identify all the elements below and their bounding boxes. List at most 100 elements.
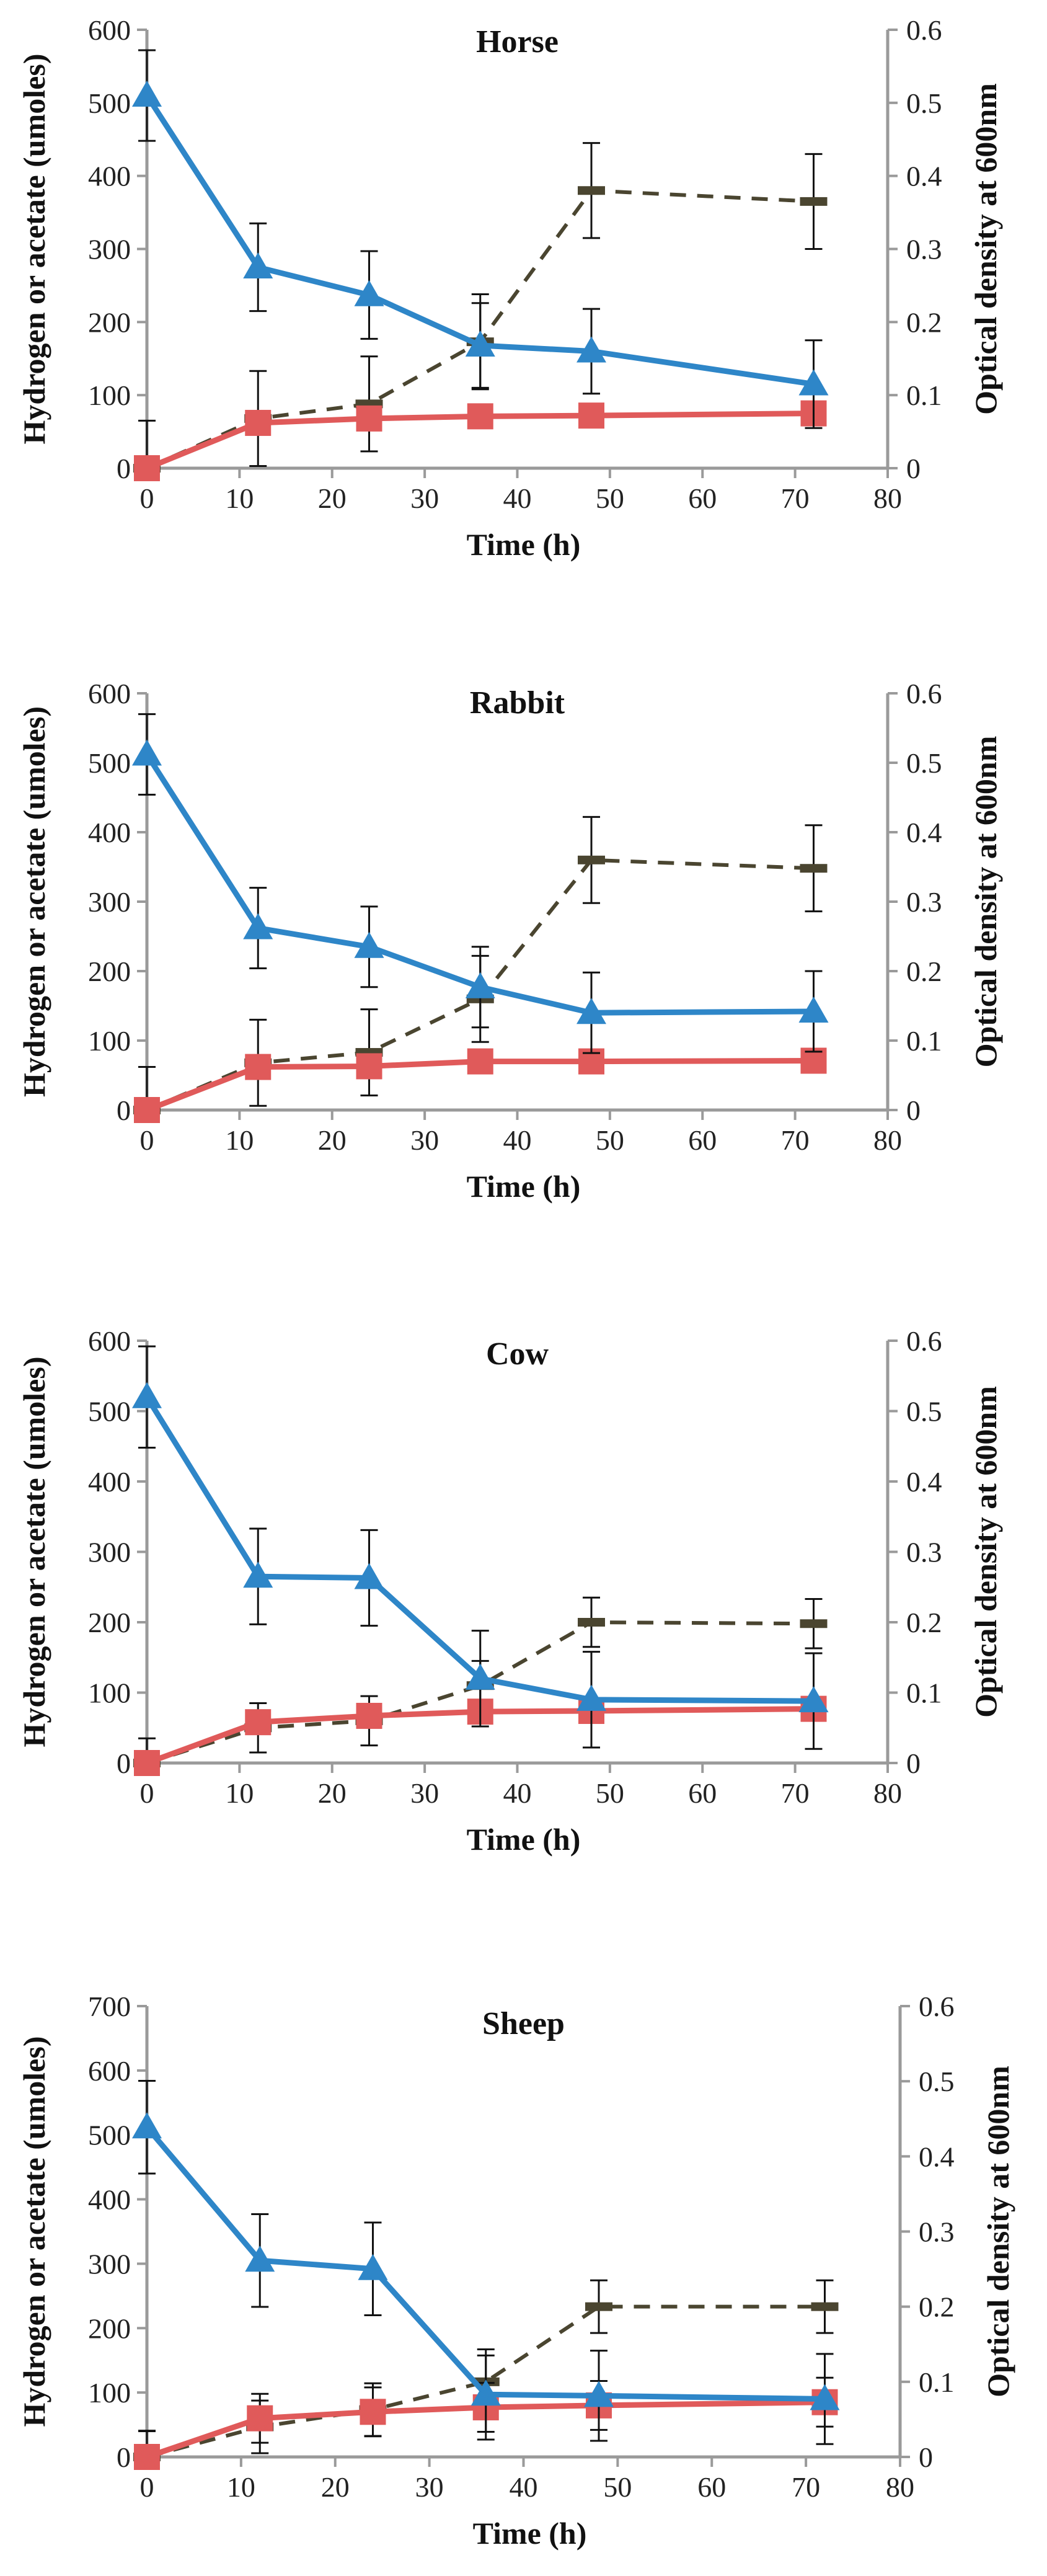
x-tick-label: 30 xyxy=(410,1124,439,1156)
x-tick-label: 60 xyxy=(697,2471,726,2503)
data-point-hydrogen xyxy=(354,280,384,306)
data-point-od xyxy=(578,1618,605,1627)
y-tick-label: 100 xyxy=(88,1025,131,1057)
data-point-hydrogen xyxy=(132,81,162,107)
data-point-acetate xyxy=(467,1048,493,1075)
chart-title: Sheep xyxy=(482,2006,565,2041)
x-tick-label: 60 xyxy=(688,1777,717,1809)
data-point-od xyxy=(578,855,605,864)
y2-tick-label: 0 xyxy=(906,1095,921,1126)
data-point-acetate xyxy=(134,2444,160,2470)
y-tick-label: 500 xyxy=(88,747,131,779)
y-tick-label: 100 xyxy=(88,380,131,411)
y-axis-label: Hydrogen or acetate (umoles) xyxy=(17,2036,51,2427)
y2-tick-label: 0.5 xyxy=(906,747,942,779)
y-tick-label: 600 xyxy=(88,14,131,46)
x-tick-label: 20 xyxy=(318,1777,347,1809)
data-point-hydrogen xyxy=(132,2112,162,2139)
y2-axis-label: Optical density at 600nm xyxy=(968,83,1003,415)
x-tick-label: 0 xyxy=(140,1124,154,1156)
x-tick-label: 70 xyxy=(781,482,810,514)
y2-tick-label: 0.6 xyxy=(906,14,942,46)
x-tick-label: 20 xyxy=(321,2471,350,2503)
data-point-acetate xyxy=(245,1709,272,1736)
x-tick-label: 40 xyxy=(510,2471,538,2503)
data-point-od xyxy=(800,864,828,873)
y-tick-label: 400 xyxy=(88,1466,131,1498)
y-tick-label: 100 xyxy=(88,1677,131,1709)
data-point-acetate xyxy=(356,1702,382,1729)
data-point-hydrogen xyxy=(465,972,495,998)
data-point-hydrogen xyxy=(584,2381,614,2407)
y2-tick-label: 0.1 xyxy=(919,2366,955,2398)
data-point-hydrogen xyxy=(577,1684,606,1711)
y2-tick-label: 0.4 xyxy=(906,817,942,848)
x-axis-label: Time (h) xyxy=(473,2516,587,2551)
x-tick-label: 10 xyxy=(225,1124,254,1156)
data-point-hydrogen xyxy=(470,2379,501,2406)
x-tick-label: 50 xyxy=(596,482,624,514)
y2-tick-label: 0.4 xyxy=(906,1466,942,1498)
y2-tick-label: 0 xyxy=(906,453,921,484)
data-point-acetate xyxy=(360,2399,386,2425)
x-tick-label: 30 xyxy=(415,2471,444,2503)
data-point-hydrogen xyxy=(798,369,829,396)
x-tick-label: 60 xyxy=(688,482,717,514)
data-point-acetate xyxy=(356,405,382,432)
x-axis-label: Time (h) xyxy=(467,527,581,562)
chart-rabbit: 0 100 200 300 400 500 600 0 0.1 0.2 0.3 0.4 0.5 0.6 0 1… xyxy=(17,678,1003,1204)
y-tick-label: 0 xyxy=(117,1748,131,1779)
y-axis-label: Hydrogen or acetate (umoles) xyxy=(17,706,51,1097)
y-tick-label: 600 xyxy=(88,2055,131,2087)
series-line-optical-density xyxy=(146,2304,825,2459)
y2-tick-label: 0.1 xyxy=(906,1677,942,1709)
x-axis-label: Time (h) xyxy=(467,1169,581,1204)
data-point-acetate xyxy=(245,1054,272,1080)
data-point-hydrogen xyxy=(810,2384,840,2410)
y-tick-label: 300 xyxy=(88,2248,131,2280)
y2-tick-label: 0.6 xyxy=(906,1325,942,1357)
x-tick-label: 80 xyxy=(873,1124,902,1156)
y2-tick-label: 0.3 xyxy=(906,1537,942,1568)
series-line-hydrogen xyxy=(144,753,814,1016)
x-tick-label: 70 xyxy=(792,2471,820,2503)
x-tick-label: 10 xyxy=(225,1777,254,1809)
y2-tick-label: 0.1 xyxy=(906,380,942,411)
y-tick-label: 400 xyxy=(88,817,131,848)
data-point-acetate xyxy=(134,455,160,481)
data-point-od xyxy=(811,2302,839,2311)
x-tick-label: 50 xyxy=(596,1777,624,1809)
y2-tick-label: 0.4 xyxy=(906,161,942,192)
data-point-od xyxy=(578,186,605,195)
y-tick-label: 100 xyxy=(88,2377,131,2409)
data-point-hydrogen xyxy=(132,1382,162,1408)
y2-tick-label: 0.5 xyxy=(919,2066,955,2097)
y-tick-label: 600 xyxy=(88,1325,131,1357)
y2-tick-label: 0.2 xyxy=(906,1607,942,1638)
y-tick-label: 200 xyxy=(88,956,131,987)
series-line-acetate xyxy=(146,1057,814,1113)
x-tick-label: 50 xyxy=(596,1124,624,1156)
y2-tick-label: 0.2 xyxy=(906,956,942,987)
data-point-od xyxy=(800,197,828,206)
y2-tick-label: 0.1 xyxy=(906,1025,942,1057)
data-point-hydrogen xyxy=(243,913,273,939)
y2-tick-label: 0 xyxy=(906,1748,921,1779)
y2-axis-label: Optical density at 600nm xyxy=(968,736,1003,1068)
x-tick-label: 60 xyxy=(688,1124,717,1156)
data-point-hydrogen xyxy=(354,931,384,958)
data-point-hydrogen xyxy=(132,739,162,766)
y2-tick-label: 0.3 xyxy=(906,886,942,918)
y-tick-label: 200 xyxy=(88,2312,131,2344)
chart-cow: 0 100 200 300 400 500 600 0 0.1 0.2 0.3 0.4 0.5 0.6 0 1… xyxy=(17,1325,1003,1857)
x-tick-label: 20 xyxy=(318,482,347,514)
series-line-hydrogen xyxy=(144,2125,825,2402)
data-point-od xyxy=(800,1619,828,1628)
y2-tick-label: 0.3 xyxy=(919,2216,955,2248)
chart-title: Cow xyxy=(486,1336,549,1372)
series-line-optical-density xyxy=(146,189,814,470)
y2-axis-label: Optical density at 600nm xyxy=(968,1386,1003,1718)
data-point-hydrogen xyxy=(354,1563,384,1589)
data-point-hydrogen xyxy=(465,1663,495,1690)
x-axis-label: Time (h) xyxy=(467,1822,581,1857)
